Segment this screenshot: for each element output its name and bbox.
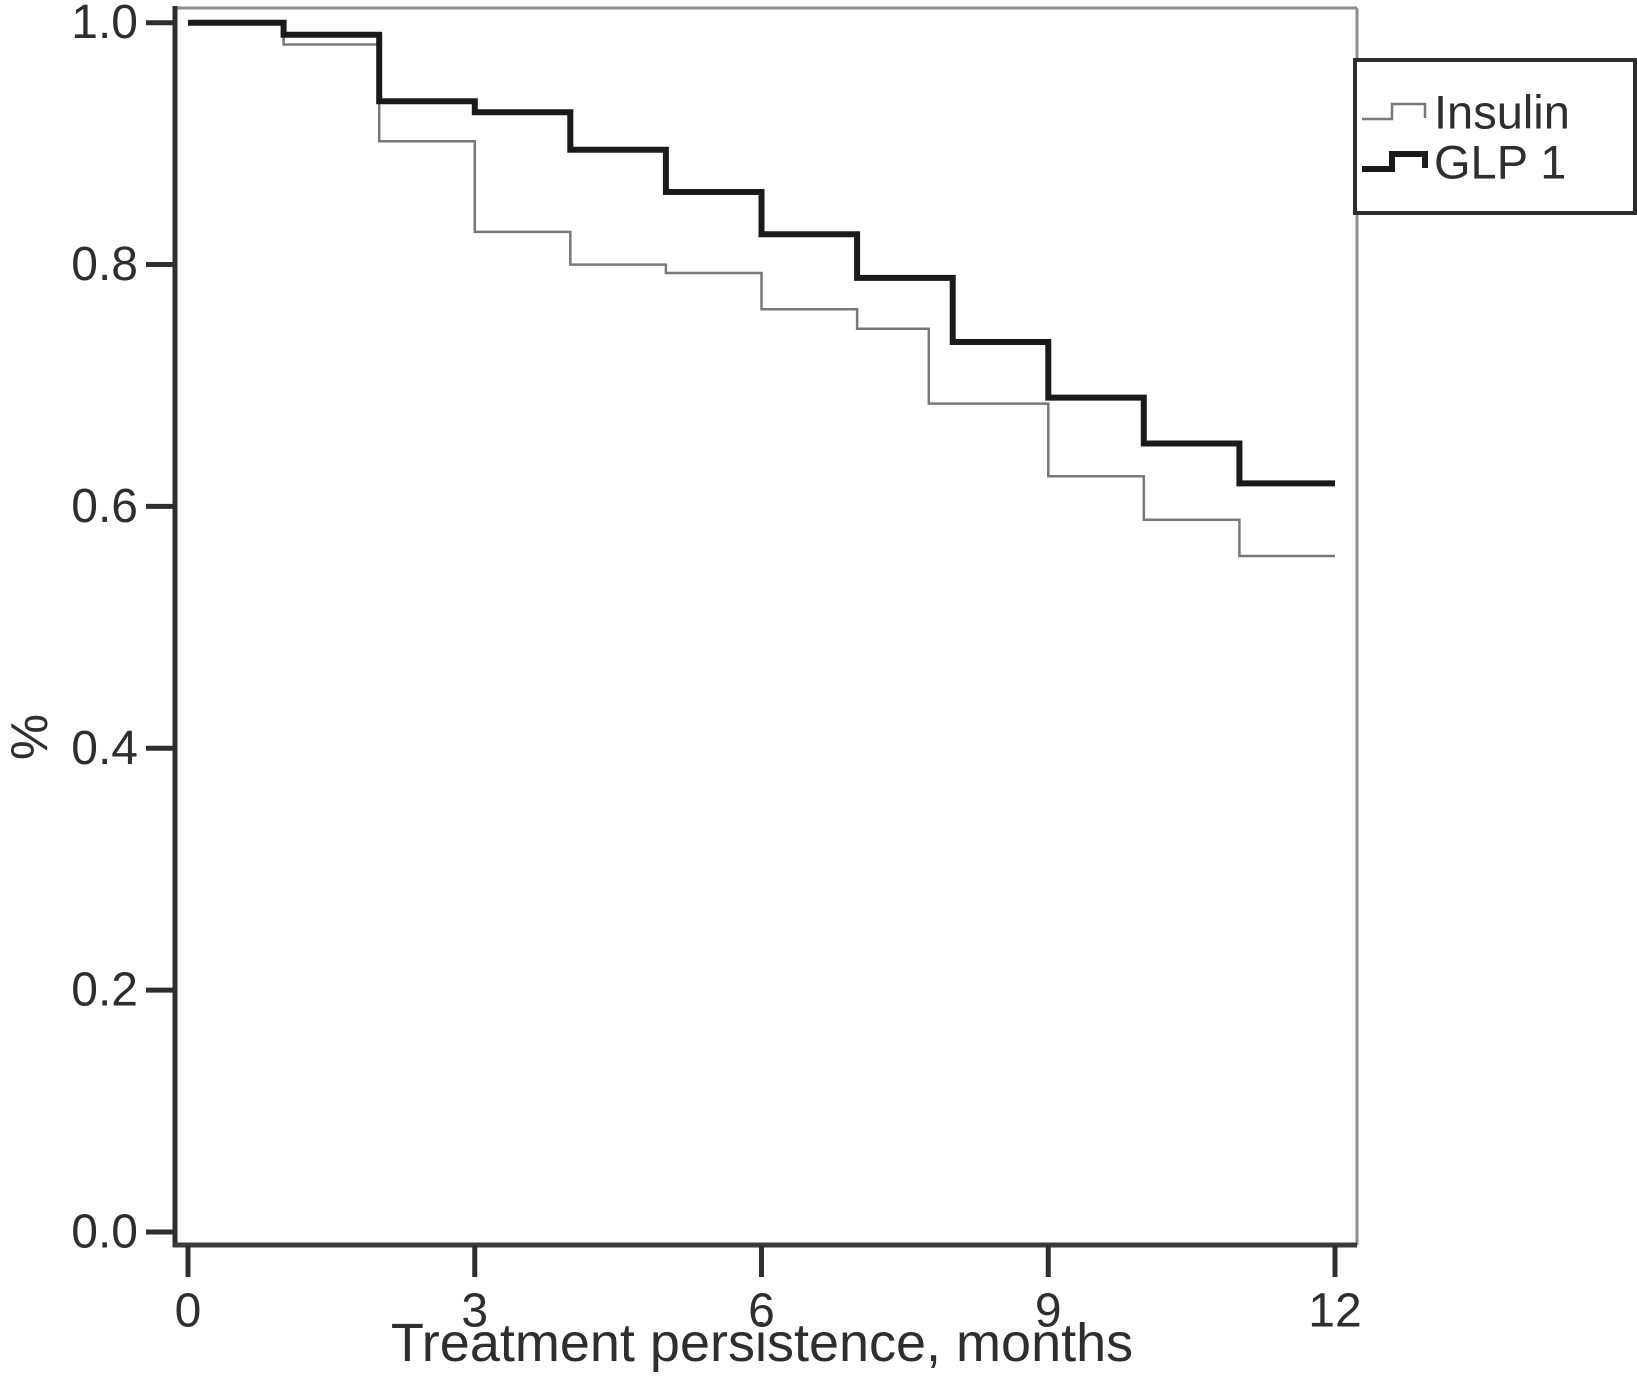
legend-step-glyph (1362, 102, 1427, 121)
curve-insulin (188, 21, 1335, 558)
y-tick-label: 0.4 (71, 722, 138, 775)
legend-entry-glp-1: GLP 1 (1362, 136, 1566, 189)
y-tick-label: 0.2 (71, 964, 138, 1017)
x-tick-label: 12 (1308, 1285, 1361, 1338)
x-tick-label: 0 (175, 1285, 202, 1338)
y-tick-label: 0.6 (71, 480, 138, 533)
x-axis-title: Treatment persistence, months (391, 1313, 1133, 1373)
x-tick-label: 6 (748, 1285, 775, 1338)
y-tick-label: 1.0 (71, 0, 138, 49)
y-tick-label: 0.0 (71, 1206, 138, 1259)
y-tick-label: 0.8 (71, 238, 138, 291)
legend-label: GLP 1 (1434, 136, 1566, 189)
axis-ticks: 0.0 0.2 0.4 0.6 0.8 1.0 0 3 6 9 12 (71, 0, 1361, 1338)
y-axis-title: % (1, 714, 59, 760)
legend-step-glyph (1362, 151, 1428, 172)
survival-curves (188, 19, 1335, 558)
legend-box (1353, 58, 1637, 215)
curve-glp-1 (188, 19, 1335, 487)
x-tick-label: 3 (461, 1285, 488, 1338)
x-tick-label: 9 (1035, 1285, 1062, 1338)
legend-label: Insulin (1434, 86, 1570, 139)
legend-entry-insulin: Insulin (1362, 86, 1570, 139)
